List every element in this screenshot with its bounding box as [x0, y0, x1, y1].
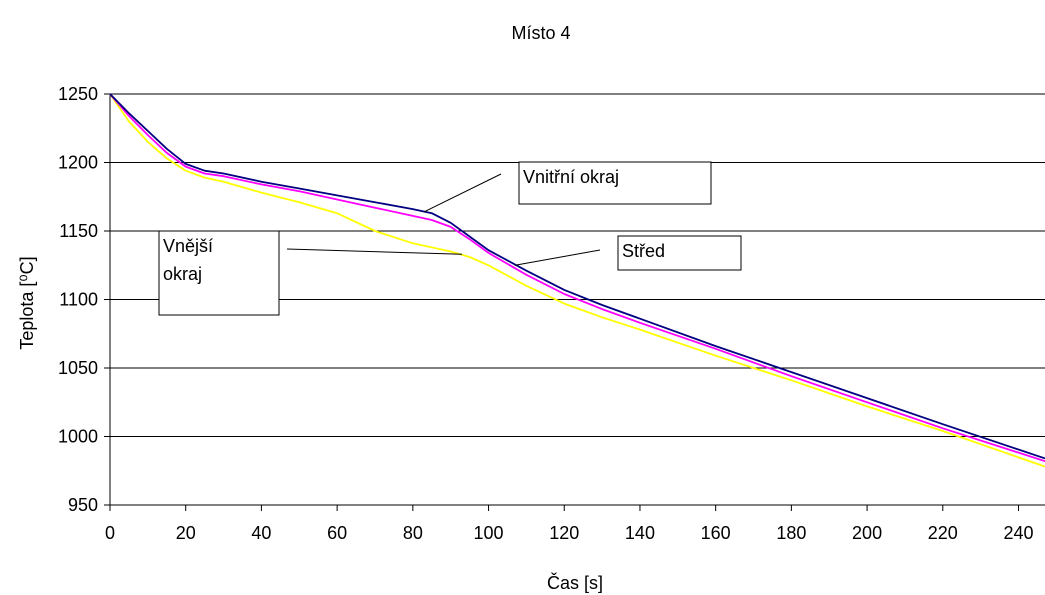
callout-box: [518, 161, 712, 205]
x-tick-label: 20: [176, 523, 196, 543]
x-tick-label: 60: [327, 523, 347, 543]
callout-leader-line: [514, 249, 601, 266]
callout-leader-line: [423, 173, 502, 213]
series-line-vn-j-okraj: [109, 93, 1045, 468]
x-tick-label: 0: [105, 523, 115, 543]
y-tick-label: 1000: [58, 427, 98, 447]
callout-vn-j-okraj: Vnější okraj: [158, 230, 463, 316]
callout-leader-line: [286, 248, 463, 255]
x-tick-label: 160: [701, 523, 731, 543]
callout-label: Vnější: [163, 236, 213, 256]
callout-st-ed: Střed: [514, 235, 742, 271]
callout-label: Střed: [622, 241, 665, 261]
callouts: Vnitřní okraj Střed Vnější okraj: [158, 161, 742, 316]
x-tick-label: 100: [474, 523, 504, 543]
axes: 950 1000 1050 1100 1150 1200 1250 0 20 40 60 80 100 1…: [58, 84, 1034, 543]
callout-vnit-n-okraj: Vnitřní okraj: [423, 161, 712, 213]
x-tick-label: 240: [1003, 523, 1033, 543]
x-tick-label: 140: [625, 523, 655, 543]
y-tick-label: 1250: [58, 84, 98, 104]
x-tick-label: 220: [928, 523, 958, 543]
x-tick-label: 80: [403, 523, 423, 543]
series-lines: [109, 93, 1045, 468]
callout-box: [617, 235, 742, 271]
y-tick-label: 1100: [59, 290, 98, 310]
callout-label: okraj: [163, 264, 202, 284]
x-tick-label: 120: [549, 523, 579, 543]
y-tick-label: 1200: [58, 153, 98, 173]
y-tick-label: 950: [68, 495, 98, 515]
y-axis-title: Teplota [⁰C]: [17, 256, 37, 349]
x-tick-label: 180: [776, 523, 806, 543]
callout-box: [158, 230, 280, 316]
x-tick-label: 200: [852, 523, 882, 543]
callout-label: Vnitřní okraj: [523, 167, 619, 187]
series-line-st-ed: [109, 93, 1045, 463]
y-tick-label: 1050: [58, 358, 98, 378]
chart-title: Místo 4: [511, 23, 570, 43]
x-axis-title: Čas [s]: [547, 572, 603, 593]
x-tick-label: 40: [251, 523, 271, 543]
series-line-vnit-n-okraj: [109, 93, 1045, 460]
y-tick-label: 1150: [59, 221, 98, 241]
